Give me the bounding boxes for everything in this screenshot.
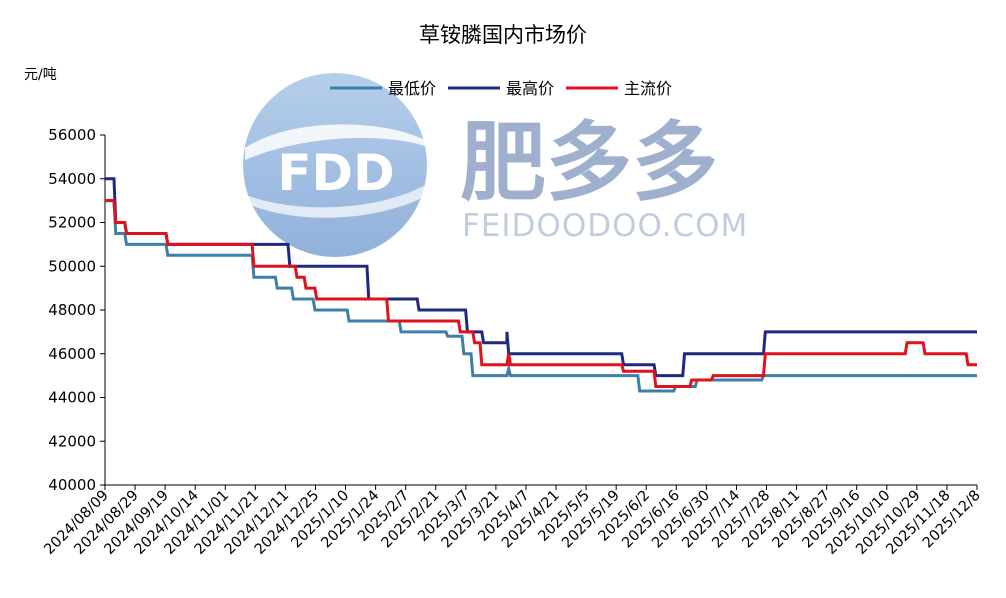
legend-label-max: 最高价 [506, 79, 554, 98]
y-tick-label: 46000 [48, 345, 96, 363]
y-tick-label: 54000 [48, 170, 96, 188]
watermark-logo-swoosh [245, 124, 425, 160]
watermark-logo-swoosh-lower [246, 185, 425, 218]
y-tick-label: 50000 [48, 257, 96, 275]
series-line-main [105, 199, 977, 389]
legend-label-main: 主流价 [624, 79, 672, 98]
watermark: FDD 肥多多 FEIDOODOO.COM [243, 73, 748, 257]
y-unit-label: 元/吨 [24, 67, 57, 83]
y-tick-label: 42000 [48, 432, 96, 450]
chart-title: 草铵膦国内市场价 [419, 23, 587, 47]
y-tick-label: 56000 [48, 126, 96, 144]
y-tick-label: 52000 [48, 214, 96, 232]
y-tick-label: 40000 [48, 476, 96, 494]
y-tick-label: 44000 [48, 389, 96, 407]
legend-label-min: 最低价 [388, 79, 436, 98]
watermark-site: FEIDOODOO.COM [462, 208, 748, 244]
legend: 最低价 最高价 主流价 [330, 79, 672, 98]
watermark-logo-text: FDD [277, 144, 394, 202]
watermark-brand: 肥多多 [460, 113, 718, 213]
series-line-min [105, 199, 977, 393]
y-tick-label: 48000 [48, 301, 96, 319]
series-layer [105, 177, 977, 393]
axes: 40000 42000 44000 46000 48000 50000 52000 54000… [41, 126, 983, 558]
